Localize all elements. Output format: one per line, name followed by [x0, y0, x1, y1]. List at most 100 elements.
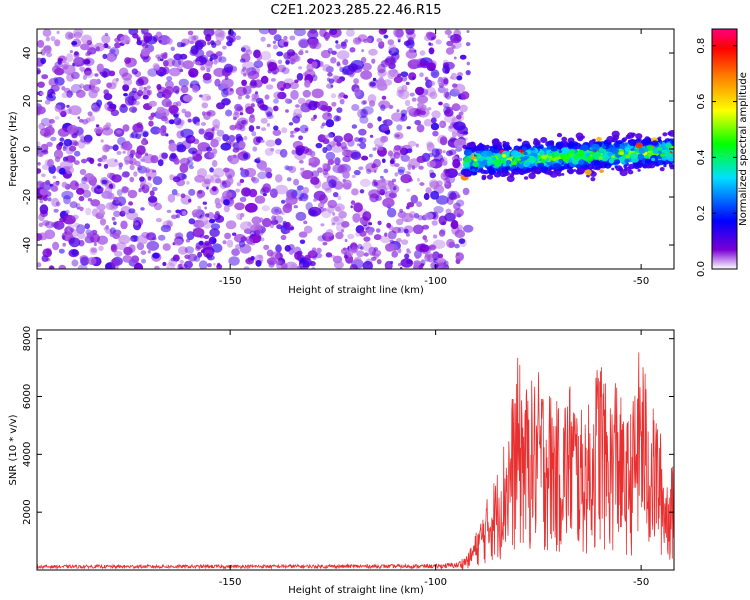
heatmap-noise-blob: [353, 169, 361, 176]
heatmap-noise-blob: [298, 231, 308, 238]
heatmap-noise-blob: [73, 51, 80, 58]
heatmap-signal-blob: [569, 153, 574, 157]
heatmap-noise-blob: [221, 98, 231, 106]
heatmap-signal-blob: [506, 145, 511, 150]
heatmap-noise-blob: [228, 154, 240, 165]
heatmap-noise-blob: [406, 259, 413, 264]
heatmap-noise-blob: [327, 159, 335, 165]
heatmap-noise-blob: [393, 145, 406, 156]
heatmap-signal-blob: [665, 142, 672, 149]
heatmap-noise-blob: [352, 65, 363, 73]
heatmap-noise-blob: [43, 45, 51, 52]
heatmap-noise-blob: [428, 80, 436, 86]
heatmap-noise-blob: [290, 89, 299, 100]
heatmap-noise-blob: [419, 72, 424, 78]
heatmap-noise-blob: [277, 64, 286, 73]
heatmap-noise-blob: [265, 84, 274, 90]
heatmap-noise-blob: [368, 153, 373, 158]
heatmap-noise-blob: [343, 179, 352, 190]
heatmap-noise-blob: [234, 123, 243, 131]
heatmap-noise-blob: [458, 111, 464, 116]
heatmap-noise-blob: [121, 173, 126, 177]
heatmap-noise-blob: [156, 106, 165, 114]
heatmap-noise-blob: [160, 224, 172, 233]
heatmap-noise-blob: [345, 29, 355, 37]
heatmap-noise-blob: [407, 163, 413, 168]
heatmap-noise-blob: [63, 195, 71, 205]
heatmap-noise-blob: [197, 193, 203, 199]
heatmap-noise-blob: [388, 47, 400, 56]
heatmap-noise-blob: [439, 122, 444, 126]
heatmap-noise-blob: [369, 134, 374, 138]
heatmap-noise-blob: [211, 160, 218, 167]
heatmap-noise-blob: [154, 265, 160, 269]
heatmap-noise-blob: [322, 112, 333, 121]
heatmap-noise-blob: [114, 250, 123, 257]
heatmap-noise-blob: [184, 260, 193, 269]
heatmap-noise-blob: [79, 206, 84, 212]
heatmap-noise-blob: [367, 231, 374, 236]
heatmap-noise-blob: [75, 203, 81, 210]
heatmap-noise-blob: [67, 32, 76, 39]
heatmap-noise-blob: [245, 106, 255, 115]
heatmap-noise-blob: [277, 59, 283, 65]
heatmap-noise-blob: [58, 264, 66, 269]
heatmap-noise-blob: [362, 211, 372, 221]
heatmap-noise-blob: [288, 122, 294, 126]
heatmap-noise-blob: [397, 248, 402, 254]
heatmap-noise-blob: [286, 177, 292, 182]
heatmap-noise-blob: [341, 221, 350, 228]
heatmap-noise-blob: [62, 242, 66, 247]
heatmap-noise-blob: [186, 181, 190, 185]
heatmap-noise-blob: [339, 98, 345, 105]
heatmap-noise-blob: [99, 218, 107, 226]
heatmap-signal-blob: [591, 143, 600, 151]
heatmap-noise-blob: [384, 232, 388, 237]
heatmap-noise-blob: [80, 256, 90, 266]
heatmap-noise-blob: [134, 101, 140, 106]
heatmap-noise-blob: [373, 137, 385, 147]
heatmap-noise-blob: [77, 116, 81, 120]
heatmap-signal-blob: [493, 148, 500, 154]
heatmap-noise-blob: [53, 149, 64, 160]
heatmap-noise-blob: [224, 76, 229, 80]
heatmap-noise-blob: [376, 38, 383, 43]
heatmap-noise-blob: [451, 103, 461, 112]
heatmap-noise-blob: [253, 94, 258, 99]
heatmap-noise-blob: [173, 113, 179, 118]
heatmap-noise-blob: [54, 39, 61, 47]
heatmap-noise-blob: [325, 229, 334, 237]
heatmap-noise-blob: [438, 229, 446, 237]
heatmap-noise-blob: [51, 197, 60, 207]
heatmap-noise-blob: [394, 163, 400, 168]
heatmap-noise-blob: [357, 243, 363, 249]
heatmap-noise-blob: [450, 40, 462, 50]
heatmap-noise-blob: [331, 254, 335, 259]
heatmap-signal-blob: [577, 160, 584, 166]
heatmap-noise-blob: [234, 109, 239, 116]
heatmap-noise-blob: [66, 90, 73, 98]
heatmap-noise-blob: [141, 184, 150, 194]
heatmap-signal-blob: [492, 156, 497, 161]
heatmap-noise-blob: [274, 138, 282, 146]
heatmap-noise-blob: [358, 137, 363, 142]
heatmap-noise-blob: [206, 111, 212, 116]
heatmap-noise-blob: [440, 171, 449, 181]
heatmap-noise-blob: [326, 83, 334, 89]
heatmap-noise-blob: [162, 261, 167, 267]
heatmap-y-tick-label: 20: [22, 95, 33, 108]
heatmap-noise-blob: [76, 187, 85, 195]
heatmap-noise-blob: [184, 246, 195, 254]
heatmap-noise-blob: [375, 228, 381, 233]
heatmap-noise-blob: [146, 232, 157, 241]
heatmap-noise-blob: [459, 54, 467, 60]
heatmap-noise-blob: [431, 110, 441, 119]
heatmap-noise-blob: [200, 249, 205, 254]
heatmap-signal-blob: [481, 176, 487, 181]
heatmap-noise-blob: [459, 104, 468, 113]
heatmap-noise-blob: [187, 156, 194, 162]
heatmap-noise-blob: [359, 230, 367, 237]
heatmap-noise-blob: [350, 205, 354, 209]
heatmap-noise-blob: [313, 198, 317, 202]
heatmap-noise-blob: [265, 139, 276, 147]
